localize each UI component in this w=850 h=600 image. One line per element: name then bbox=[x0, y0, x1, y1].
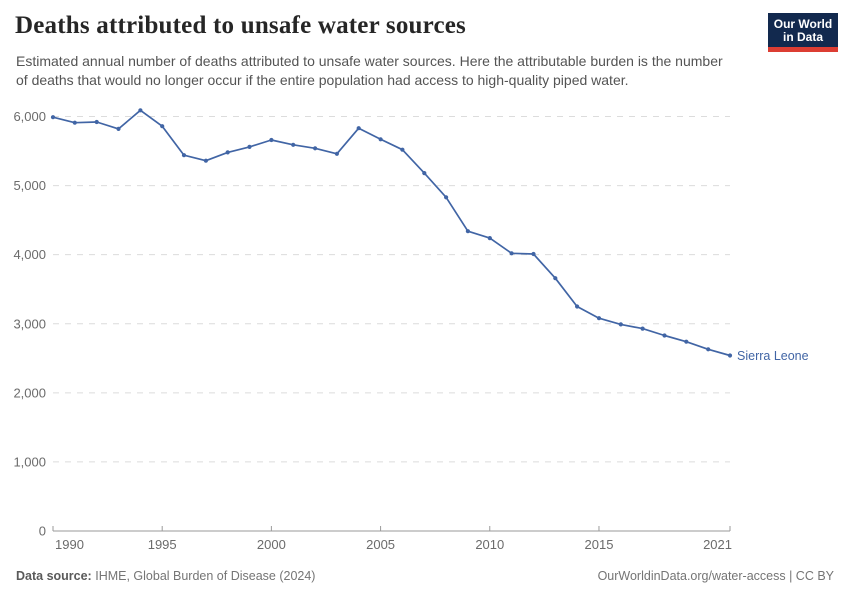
data-point-2004[interactable] bbox=[356, 126, 361, 131]
data-point-2006[interactable] bbox=[400, 147, 405, 152]
owid-logo[interactable]: Our World in Data bbox=[768, 13, 838, 52]
x-tick-label: 1990 bbox=[55, 537, 84, 552]
y-axis-label: 0 bbox=[39, 524, 46, 539]
data-point-2013[interactable] bbox=[553, 276, 558, 281]
y-axis-label: 2,000 bbox=[13, 385, 46, 400]
data-point-1995[interactable] bbox=[160, 124, 165, 129]
data-point-2010[interactable] bbox=[487, 236, 492, 241]
data-point-2005[interactable] bbox=[378, 137, 383, 142]
chart-footer: Data source: IHME, Global Burden of Dise… bbox=[16, 569, 834, 583]
owid-logo-line2: in Data bbox=[782, 30, 823, 44]
credit-link[interactable]: OurWorldinData.org/water-access | CC BY bbox=[597, 569, 834, 583]
data-point-2009[interactable] bbox=[465, 229, 470, 234]
data-source: Data source: IHME, Global Burden of Dise… bbox=[16, 569, 315, 583]
x-tick-label: 2021 bbox=[703, 537, 732, 552]
data-point-2001[interactable] bbox=[291, 142, 296, 147]
owid-logo-line1: Our World bbox=[773, 17, 833, 31]
data-point-2007[interactable] bbox=[422, 171, 427, 176]
data-point-2017[interactable] bbox=[640, 326, 645, 331]
data-point-2016[interactable] bbox=[618, 322, 623, 327]
x-tick-label: 2005 bbox=[366, 537, 395, 552]
data-point-1994[interactable] bbox=[138, 108, 143, 113]
data-point-2021[interactable] bbox=[727, 353, 733, 358]
data-point-2015[interactable] bbox=[596, 316, 602, 321]
y-axis-label: 6,000 bbox=[13, 109, 46, 124]
x-tick-label: 2015 bbox=[585, 537, 614, 552]
data-point-2012[interactable] bbox=[531, 251, 536, 257]
data-point-2014[interactable] bbox=[575, 304, 580, 309]
data-point-1993[interactable] bbox=[116, 126, 121, 131]
data-point-1990[interactable] bbox=[50, 115, 56, 120]
data-point-2019[interactable] bbox=[684, 339, 689, 344]
data-point-2002[interactable] bbox=[313, 146, 318, 151]
data-point-2020[interactable] bbox=[706, 347, 711, 352]
x-tick-label: 2000 bbox=[257, 537, 286, 552]
data-point-1991[interactable] bbox=[72, 120, 77, 125]
chart-title: Deaths attributed to unsafe water source… bbox=[15, 12, 466, 39]
data-point-1998[interactable] bbox=[225, 150, 230, 155]
data-point-1992[interactable] bbox=[94, 119, 99, 125]
data-point-1996[interactable] bbox=[181, 153, 187, 158]
data-point-2011[interactable] bbox=[509, 251, 514, 256]
data-source-text: IHME, Global Burden of Disease (2024) bbox=[95, 569, 316, 583]
data-source-label: Data source: bbox=[16, 569, 92, 583]
data-point-2000[interactable] bbox=[269, 137, 274, 143]
data-point-2003[interactable] bbox=[334, 151, 339, 156]
data-point-1997[interactable] bbox=[203, 158, 208, 163]
x-tick-label: 2010 bbox=[475, 537, 504, 552]
y-axis-label: 5,000 bbox=[13, 178, 46, 193]
x-tick-label: 1995 bbox=[148, 537, 177, 552]
data-point-2018[interactable] bbox=[662, 333, 667, 338]
series-end-label[interactable]: Sierra Leone bbox=[737, 349, 809, 363]
y-axis-label: 4,000 bbox=[13, 247, 46, 262]
data-point-1999[interactable] bbox=[247, 144, 252, 149]
chart-subtitle: Estimated annual number of deaths attrib… bbox=[16, 53, 723, 88]
y-axis-label: 1,000 bbox=[13, 454, 46, 469]
y-axis-label: 3,000 bbox=[13, 316, 46, 331]
series-line[interactable] bbox=[52, 109, 731, 357]
data-point-2008[interactable] bbox=[444, 195, 449, 200]
